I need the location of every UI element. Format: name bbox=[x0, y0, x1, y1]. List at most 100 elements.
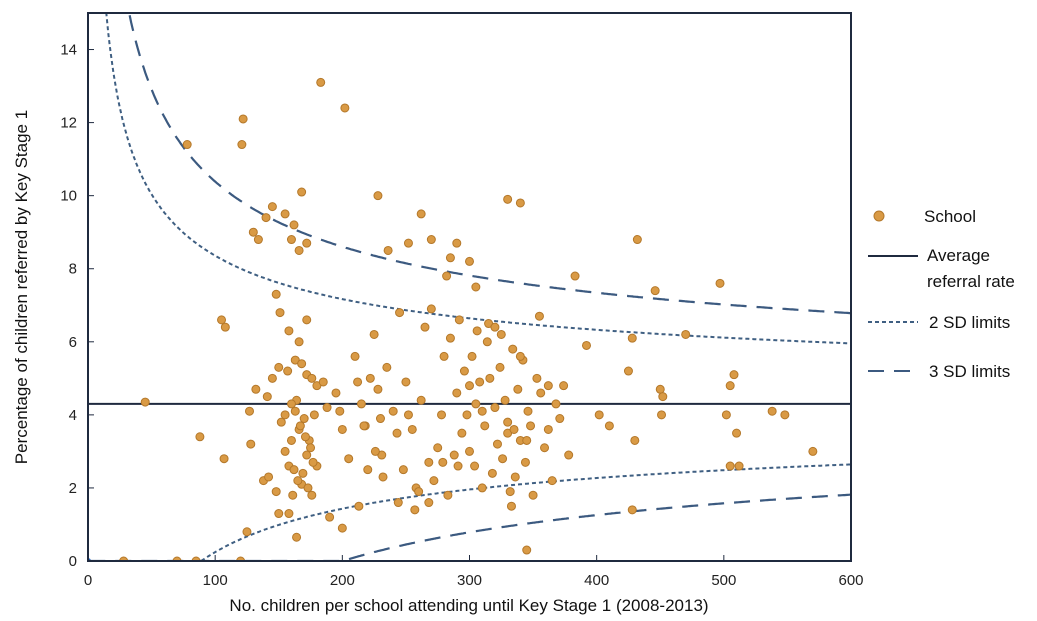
school-point bbox=[452, 388, 462, 398]
school-point bbox=[445, 253, 455, 263]
school-point bbox=[485, 373, 495, 383]
school-point bbox=[515, 351, 525, 361]
school-point bbox=[140, 397, 150, 407]
school-point bbox=[395, 308, 405, 318]
school-point bbox=[732, 428, 742, 438]
school-point bbox=[267, 202, 277, 212]
school-point bbox=[559, 381, 569, 391]
school-point bbox=[288, 490, 298, 500]
school-point bbox=[522, 435, 532, 445]
school-point bbox=[734, 461, 744, 471]
school-point bbox=[471, 399, 481, 409]
school-point bbox=[280, 410, 290, 420]
school-point bbox=[290, 406, 300, 416]
school-point bbox=[465, 256, 474, 266]
school-point bbox=[375, 414, 385, 424]
x-tick-label: 100 bbox=[203, 572, 228, 589]
school-point bbox=[457, 428, 467, 438]
school-point bbox=[303, 483, 313, 493]
school-point bbox=[302, 238, 312, 248]
school-point bbox=[289, 465, 299, 475]
school-point bbox=[294, 245, 304, 255]
school-point bbox=[393, 498, 403, 508]
school-point bbox=[365, 373, 375, 383]
upper-3sd-curve bbox=[128, 13, 851, 315]
school-point bbox=[292, 532, 302, 542]
school-point bbox=[298, 468, 308, 478]
school-point bbox=[398, 465, 408, 475]
school-point bbox=[340, 103, 350, 113]
school-point bbox=[308, 457, 318, 467]
school-point bbox=[295, 421, 305, 431]
y-tick-label: 0 bbox=[69, 553, 77, 570]
school-point bbox=[564, 450, 574, 460]
school-point bbox=[465, 381, 474, 391]
school-point bbox=[445, 333, 455, 343]
school-point bbox=[280, 446, 290, 456]
school-point bbox=[426, 235, 436, 245]
school-point bbox=[274, 509, 284, 519]
school-point bbox=[297, 359, 307, 369]
school-point bbox=[650, 286, 660, 296]
school-point bbox=[344, 454, 354, 464]
school-point bbox=[420, 322, 430, 332]
school-point bbox=[492, 439, 502, 449]
school-point bbox=[271, 289, 281, 299]
school-point bbox=[353, 377, 363, 387]
school-point bbox=[513, 384, 523, 394]
school-point bbox=[309, 410, 319, 420]
school-point bbox=[337, 424, 347, 434]
school-point bbox=[462, 410, 472, 420]
y-tick-label: 10 bbox=[60, 188, 77, 205]
school-point bbox=[286, 235, 296, 245]
school-point bbox=[496, 329, 506, 339]
school-point bbox=[356, 399, 366, 409]
school-point bbox=[335, 406, 345, 416]
school-point bbox=[442, 271, 452, 281]
school-point bbox=[721, 410, 731, 420]
school-point bbox=[655, 384, 665, 394]
school-point bbox=[297, 187, 307, 197]
legend-average-label-line1: Average bbox=[927, 246, 990, 265]
school-point bbox=[261, 213, 271, 223]
x-tick-labels: 0 100 200 300 400 500 600 bbox=[84, 572, 864, 589]
school-point bbox=[350, 351, 360, 361]
school-point bbox=[318, 377, 328, 387]
school-point bbox=[570, 271, 580, 281]
legend-2sd-label: 2 SD limits bbox=[929, 313, 1010, 332]
school-point bbox=[217, 315, 227, 325]
school-point bbox=[506, 501, 516, 511]
school-point bbox=[487, 468, 497, 478]
school-point bbox=[528, 490, 538, 500]
limit-curves bbox=[89, 13, 851, 561]
school-point bbox=[551, 399, 561, 409]
school-point bbox=[283, 366, 293, 376]
school-point bbox=[490, 322, 500, 332]
school-point bbox=[808, 446, 818, 456]
school-point bbox=[246, 439, 256, 449]
school-point bbox=[536, 388, 546, 398]
y-axis-label: Percentage of children referred by Key S… bbox=[12, 110, 31, 464]
school-point bbox=[300, 432, 310, 442]
school-point bbox=[299, 414, 309, 424]
school-point bbox=[276, 417, 286, 427]
y-tick-label: 4 bbox=[69, 407, 77, 424]
school-point bbox=[275, 308, 285, 318]
school-point bbox=[520, 457, 530, 467]
school-point bbox=[725, 381, 735, 391]
school-point bbox=[681, 329, 691, 339]
school-point bbox=[267, 373, 277, 383]
school-point bbox=[522, 545, 532, 555]
school-point bbox=[459, 366, 469, 376]
school-point bbox=[337, 523, 347, 533]
school-point bbox=[284, 326, 294, 336]
school-point bbox=[725, 461, 735, 471]
school-point bbox=[532, 373, 542, 383]
school-point bbox=[454, 315, 464, 325]
school-point bbox=[251, 384, 261, 394]
school-point bbox=[505, 487, 515, 497]
school-point bbox=[245, 406, 255, 416]
school-point bbox=[465, 446, 474, 456]
school-point bbox=[443, 490, 453, 500]
school-point bbox=[325, 512, 335, 522]
